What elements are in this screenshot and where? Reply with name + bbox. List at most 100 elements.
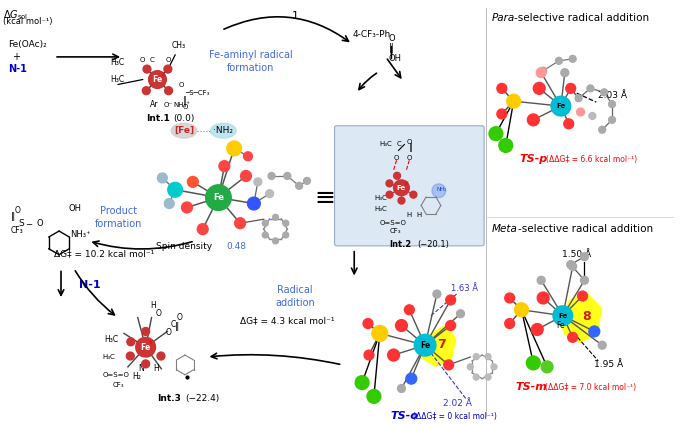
Text: ‖: ‖	[410, 143, 413, 152]
Text: ‖: ‖	[388, 43, 394, 53]
Text: $\Delta G_{\rm sol}$: $\Delta G_{\rm sol}$	[3, 8, 28, 22]
Text: H₃C: H₃C	[374, 195, 386, 201]
Circle shape	[551, 96, 571, 116]
Circle shape	[553, 306, 573, 326]
Circle shape	[142, 87, 150, 95]
Circle shape	[589, 112, 596, 120]
Circle shape	[356, 376, 369, 390]
Text: C: C	[149, 57, 154, 63]
Text: C: C	[397, 142, 401, 148]
Text: H₃C: H₃C	[374, 206, 386, 212]
Circle shape	[536, 68, 546, 78]
FancyBboxPatch shape	[334, 126, 484, 246]
Text: Fe(OAc)₂: Fe(OAc)₂	[8, 40, 47, 49]
Text: O: O	[155, 309, 162, 318]
Text: ΔG‡ = 4.3 kcal mol⁻¹: ΔG‡ = 4.3 kcal mol⁻¹	[240, 317, 334, 326]
Text: NH₂: NH₂	[437, 187, 447, 192]
Text: ·NH₂: ·NH₂	[213, 126, 234, 135]
Circle shape	[395, 320, 408, 332]
Circle shape	[473, 374, 480, 380]
Text: H₃C: H₃C	[110, 58, 125, 67]
Text: 1.95 Å: 1.95 Å	[595, 360, 623, 369]
Text: O=S=O: O=S=O	[102, 372, 129, 378]
Circle shape	[581, 253, 588, 261]
Circle shape	[446, 321, 456, 330]
Circle shape	[540, 67, 547, 74]
Circle shape	[164, 198, 174, 209]
Circle shape	[367, 390, 381, 403]
Ellipse shape	[210, 123, 236, 138]
Circle shape	[577, 108, 584, 116]
Text: H₃C: H₃C	[102, 354, 115, 360]
Text: (−20.1): (−20.1)	[417, 240, 449, 249]
Text: CH₃: CH₃	[172, 41, 186, 50]
Circle shape	[444, 360, 453, 370]
Circle shape	[284, 173, 290, 179]
Text: ─: ─	[27, 219, 32, 228]
Circle shape	[273, 215, 279, 220]
Text: H₃C: H₃C	[110, 75, 125, 84]
Circle shape	[505, 319, 514, 329]
Text: H₃C: H₃C	[104, 335, 119, 344]
Circle shape	[446, 295, 456, 305]
Circle shape	[268, 173, 275, 179]
Text: Meta: Meta	[492, 224, 518, 234]
Text: CF₃: CF₃	[112, 382, 124, 388]
Circle shape	[247, 197, 260, 210]
Text: Int.2: Int.2	[390, 240, 412, 249]
Circle shape	[457, 310, 464, 318]
Circle shape	[227, 141, 242, 156]
Circle shape	[499, 139, 512, 152]
FancyArrowPatch shape	[224, 17, 349, 42]
Text: TS-o: TS-o	[390, 411, 419, 421]
Text: O: O	[183, 104, 188, 110]
Text: TS-m: TS-m	[516, 382, 547, 393]
Text: III: III	[404, 181, 409, 186]
Circle shape	[394, 172, 401, 179]
Circle shape	[561, 69, 569, 77]
Text: 2.03 Å: 2.03 Å	[598, 91, 627, 100]
Circle shape	[398, 197, 405, 204]
Text: ─S─CF₃: ─S─CF₃	[185, 90, 210, 96]
Text: O: O	[36, 219, 43, 228]
Text: 4-CF₃-Ph: 4-CF₃-Ph	[353, 30, 391, 39]
Text: Fe: Fe	[152, 75, 162, 84]
Circle shape	[164, 65, 172, 73]
Text: -selective radical addition: -selective radical addition	[518, 224, 653, 234]
Text: 0.48: 0.48	[226, 242, 247, 251]
Text: (0.0): (0.0)	[173, 114, 195, 123]
Circle shape	[262, 232, 269, 238]
Text: 1.63 Å: 1.63 Å	[451, 284, 477, 293]
Text: +: +	[12, 52, 20, 62]
Circle shape	[568, 332, 577, 342]
Circle shape	[432, 184, 446, 198]
Text: O=S=O: O=S=O	[379, 220, 407, 226]
Text: OH: OH	[388, 54, 401, 63]
Text: Int.3: Int.3	[158, 394, 182, 403]
Text: ‖: ‖	[175, 323, 179, 332]
Text: Fe: Fe	[213, 193, 224, 202]
Circle shape	[363, 319, 373, 329]
Circle shape	[514, 303, 528, 317]
Text: -selective radical addition: -selective radical addition	[514, 13, 649, 22]
Text: C: C	[171, 321, 175, 329]
Ellipse shape	[171, 123, 197, 138]
Circle shape	[569, 56, 576, 62]
Polygon shape	[559, 292, 602, 343]
Text: O: O	[140, 57, 145, 63]
Circle shape	[473, 354, 480, 360]
Text: Fe: Fe	[140, 343, 151, 351]
Text: H: H	[153, 364, 159, 373]
FancyArrowPatch shape	[387, 59, 401, 78]
Circle shape	[608, 117, 615, 123]
Text: Fe: Fe	[420, 341, 430, 350]
Text: III: III	[149, 340, 153, 345]
Text: O: O	[406, 155, 412, 161]
FancyArrowPatch shape	[93, 241, 192, 249]
Circle shape	[589, 326, 600, 337]
Text: Product
formation: Product formation	[95, 206, 142, 229]
Circle shape	[575, 95, 582, 102]
Circle shape	[244, 152, 252, 161]
Text: 1: 1	[292, 11, 299, 20]
Circle shape	[507, 94, 521, 108]
